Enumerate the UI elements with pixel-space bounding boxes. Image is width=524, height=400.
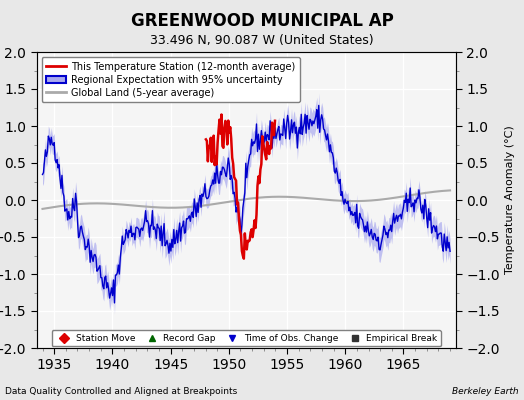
Text: GREENWOOD MUNICIPAL AP: GREENWOOD MUNICIPAL AP [130,12,394,30]
Text: Data Quality Controlled and Aligned at Breakpoints: Data Quality Controlled and Aligned at B… [5,387,237,396]
Legend: Station Move, Record Gap, Time of Obs. Change, Empirical Break: Station Move, Record Gap, Time of Obs. C… [51,330,441,346]
Text: 33.496 N, 90.087 W (United States): 33.496 N, 90.087 W (United States) [150,34,374,47]
Text: Berkeley Earth: Berkeley Earth [452,387,519,396]
Y-axis label: Temperature Anomaly (°C): Temperature Anomaly (°C) [506,126,516,274]
